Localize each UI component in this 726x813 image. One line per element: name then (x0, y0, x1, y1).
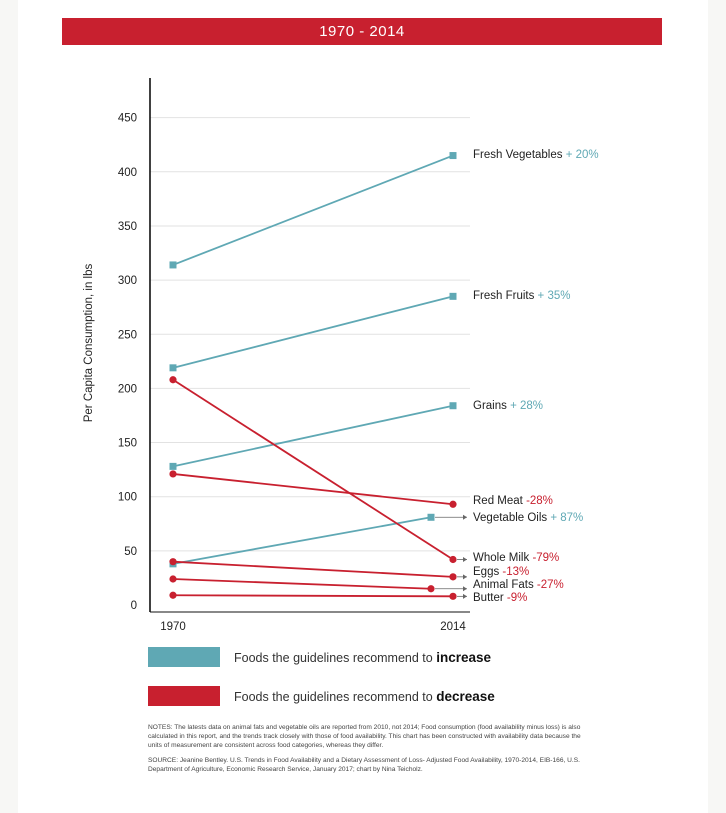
notes-text: NOTES: The latests data on animal fats a… (148, 724, 581, 749)
series-line-butter (172, 594, 454, 598)
series-name-grains: Grains (473, 400, 510, 412)
point-vegetable-oils-end (427, 513, 435, 521)
page (18, 0, 708, 813)
point-butter-end (449, 592, 457, 600)
connector-arrow-butter (463, 593, 467, 599)
series-label-eggs: Eggs -13% (473, 566, 529, 578)
series-change-animal-fats: -27% (537, 579, 564, 591)
connector-arrow-vegetable-oils (463, 514, 467, 520)
series-lines (169, 152, 467, 600)
legend-swatch-increase (148, 647, 220, 667)
series-change-fresh-vegetables: + 20% (566, 149, 599, 161)
point-fresh-vegetables-start (169, 261, 177, 269)
series-label-vegetable-oils: Vegetable Oils + 87% (473, 512, 583, 524)
series-line-red-meat (172, 473, 454, 506)
series-label-butter: Butter -9% (473, 592, 527, 604)
y-tick-label: 300 (118, 275, 137, 287)
axes (149, 78, 470, 613)
y-tick-label: 400 (118, 167, 137, 179)
y-tick-label: 150 (118, 438, 137, 450)
point-whole-milk-end (449, 555, 457, 564)
series-name-fresh-vegetables: Fresh Vegetables (473, 149, 566, 161)
series-line-fresh-vegetables (172, 154, 454, 266)
point-fresh-fruits-end (449, 292, 457, 300)
y-axis-label: Per Capita Consumption, in lbs (83, 263, 95, 422)
connector-arrow-eggs (463, 574, 467, 580)
series-label-red-meat: Red Meat -28% (473, 495, 553, 507)
series-change-red-meat: -28% (526, 495, 553, 507)
series-line-vegetable-oils (172, 516, 432, 565)
x-tick-label: 2014 (440, 621, 466, 633)
series-name-eggs: Eggs (473, 566, 502, 578)
point-animal-fats-start (169, 575, 177, 583)
series-line-animal-fats (172, 578, 432, 590)
legend-label-increase: Foods the guidelines recommend to increa… (234, 649, 491, 665)
series-name-butter: Butter (473, 592, 507, 604)
point-eggs-start (169, 558, 177, 566)
point-butter-start (169, 591, 177, 599)
series-label-whole-milk: Whole Milk -79% (473, 552, 559, 564)
point-eggs-end (449, 573, 457, 581)
grid-lines (150, 117, 470, 552)
series-label-grains: Grains + 28% (473, 400, 543, 412)
series-name-red-meat: Red Meat (473, 495, 526, 507)
y-tick-label: 0 (131, 600, 137, 612)
x-tick-labels: 1970 2014 (160, 621, 466, 633)
point-animal-fats-end (427, 585, 435, 593)
y-tick-label: 200 (118, 383, 137, 395)
legend-decrease: Foods the guidelines recommend to decrea… (148, 686, 495, 706)
series-name-fresh-fruits: Fresh Fruits (473, 290, 538, 302)
series-labels: Fresh Vegetables + 20% Fresh Fruits + 35%… (473, 149, 599, 604)
y-tick-label: 450 (118, 113, 137, 125)
chart-title: 1970 - 2014 (319, 23, 405, 40)
series-change-fresh-fruits: + 35% (538, 290, 571, 302)
y-tick-label: 50 (124, 546, 137, 558)
chart-title-banner: 1970 - 2014 (62, 18, 662, 45)
series-label-fresh-fruits: Fresh Fruits + 35% (473, 290, 570, 302)
series-label-animal-fats: Animal Fats -27% (473, 579, 564, 591)
series-name-vegetable-oils: Vegetable Oils (473, 512, 550, 524)
series-change-whole-milk: -79% (532, 552, 559, 564)
point-red-meat-start (169, 470, 177, 478)
point-red-meat-end (449, 500, 457, 508)
series-change-eggs: -13% (502, 566, 529, 578)
series-line-eggs (172, 560, 454, 578)
x-tick-label: 1970 (160, 621, 186, 633)
y-tick-label: 350 (118, 221, 137, 233)
point-fresh-vegetables-end (449, 152, 457, 160)
series-line-fresh-fruits (172, 295, 454, 369)
source-text: SOURCE: Jeanine Bentley. U.S. Trends in … (148, 757, 580, 773)
chart-plot: 0 50 100 150 200 250 300 350 400 450 1970 2014 Fre… (83, 78, 599, 633)
series-line-grains (172, 404, 454, 468)
legend-label-decrease: Foods the guidelines recommend to decrea… (234, 688, 495, 704)
chart-notes: NOTES: The latests data on animal fats a… (148, 723, 586, 780)
point-grains-end (449, 402, 457, 410)
legend-increase: Foods the guidelines recommend to increa… (148, 647, 491, 667)
point-fresh-fruits-start (169, 364, 177, 372)
point-grains-start (169, 462, 177, 470)
series-label-fresh-vegetables: Fresh Vegetables + 20% (473, 149, 599, 161)
series-change-vegetable-oils: + 87% (550, 512, 583, 524)
y-tick-label: 250 (118, 329, 137, 341)
series-change-grains: + 28% (510, 400, 543, 412)
point-whole-milk-start (169, 376, 177, 384)
legend-swatch-decrease (148, 686, 220, 706)
series-change-butter: -9% (507, 592, 527, 604)
series-name-animal-fats: Animal Fats (473, 579, 537, 591)
connector-arrow-whole-milk (463, 557, 467, 563)
connector-arrow-animal-fats (463, 586, 467, 592)
series-name-whole-milk: Whole Milk (473, 552, 532, 564)
y-tick-label: 100 (118, 492, 137, 504)
series-line-whole-milk (172, 378, 454, 561)
y-tick-labels: 0 50 100 150 200 250 300 350 400 450 (118, 113, 137, 612)
